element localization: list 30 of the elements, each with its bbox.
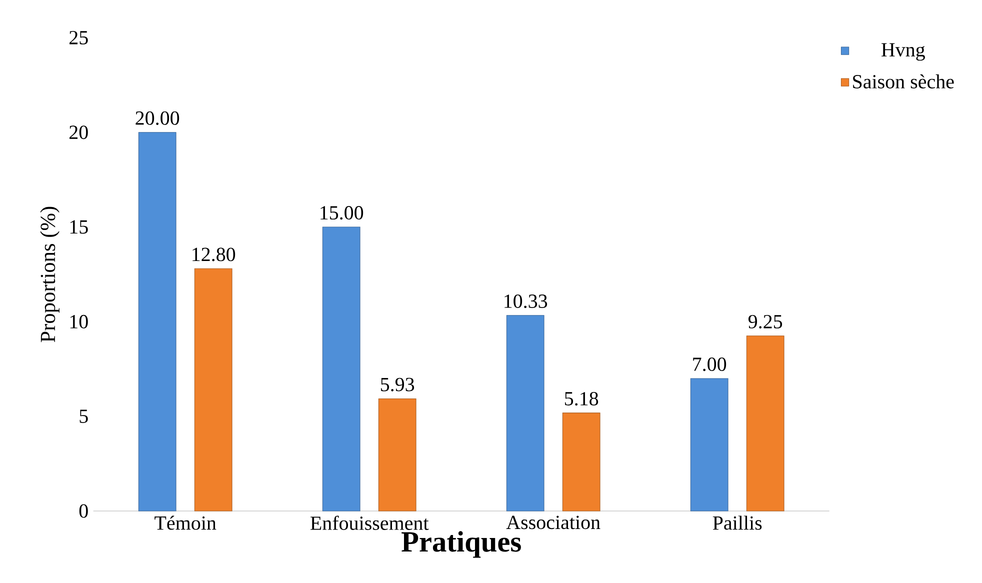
- data-label: 9.25: [748, 314, 782, 328]
- x-tick-label: Enfouissement: [310, 516, 429, 530]
- bar: [322, 226, 360, 512]
- data-label: 7.00: [693, 358, 726, 372]
- data-label: 5.18: [565, 392, 598, 406]
- data-label: 20.00: [136, 111, 180, 125]
- bar: [690, 378, 728, 512]
- bar: [506, 315, 544, 512]
- y-tick-label: 5: [80, 410, 88, 423]
- y-tick-label: 20: [70, 126, 88, 140]
- y-axis-title: Proportions (%): [40, 206, 60, 342]
- bar: [378, 398, 416, 512]
- bar: [562, 412, 600, 512]
- bar: [746, 336, 784, 512]
- data-label: 12.80: [192, 248, 236, 262]
- y-tick-label: 0: [79, 504, 88, 518]
- y-tick-label: 15: [70, 220, 88, 234]
- y-tick-label: 10: [70, 314, 88, 328]
- data-label: 5.93: [381, 378, 414, 392]
- bar: [138, 132, 176, 512]
- x-tick-label: Témoin: [154, 516, 216, 530]
- legend-label: Saison sèche: [853, 74, 954, 88]
- x-tick-label: Association: [506, 516, 600, 530]
- data-label: 15.00: [320, 206, 364, 220]
- data-label: 10.33: [504, 294, 548, 308]
- y-tick-label: 25: [70, 30, 88, 44]
- legend-label: Hvng: [881, 43, 925, 61]
- bar: [194, 268, 232, 512]
- x-tick-label: Paillis: [712, 516, 762, 530]
- x-axis-title: Pratiques: [402, 531, 521, 558]
